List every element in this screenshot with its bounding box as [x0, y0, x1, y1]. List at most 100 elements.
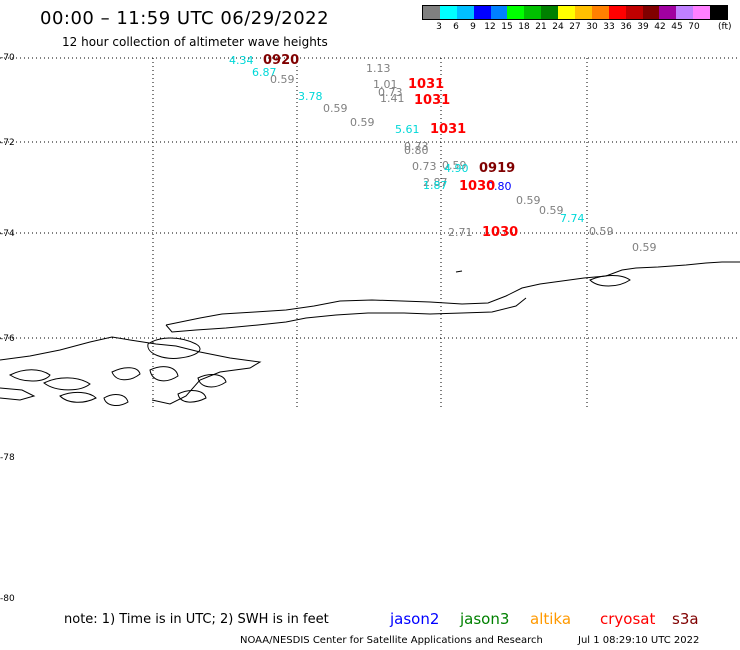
color-scale-tick: 27 — [569, 22, 581, 32]
color-scale-tick: 12 — [484, 22, 496, 32]
ice-shelf-edge — [165, 261, 740, 326]
island-outline — [0, 387, 36, 401]
swh-value: 0.73 — [412, 160, 437, 173]
island-outline — [111, 367, 141, 381]
swh-value: 0.80 — [404, 144, 429, 157]
swh-value: 0.59 — [270, 73, 295, 86]
swh-value: 0.59 — [442, 159, 467, 172]
swh-value: 2.87 — [423, 176, 448, 189]
pass-time: 0919 — [479, 161, 515, 176]
satellite-legend-altika: altika — [530, 610, 572, 628]
color-swatch — [625, 6, 643, 19]
pass-time: 1031 — [430, 122, 466, 137]
swh-value: 0.59 — [323, 102, 348, 115]
latitude-label: -74 — [0, 229, 15, 239]
color-swatch — [423, 6, 440, 19]
color-scale-tick: 6 — [453, 22, 459, 32]
color-swatch — [507, 6, 525, 19]
color-scale-tick: 33 — [603, 22, 615, 32]
swh-value: 1.87 — [423, 179, 448, 192]
island-outline — [103, 394, 129, 406]
graticule — [0, 57, 740, 408]
color-swatch — [642, 6, 660, 19]
swh-value: 6.87 — [252, 66, 277, 79]
color-scale-tick: 15 — [501, 22, 513, 32]
swh-value: 0.59 — [516, 194, 541, 207]
swh-value: 5.61 — [395, 123, 420, 136]
antarctic-coastline — [0, 261, 740, 406]
swh-value: 0.73 — [378, 86, 403, 99]
latitude-label: -72 — [0, 138, 15, 148]
island-outline — [455, 270, 463, 273]
color-swatch — [541, 6, 559, 19]
swh-value: 4.34 — [229, 54, 254, 67]
color-scale-tick: 21 — [535, 22, 547, 32]
swh-value: 0.80 — [487, 180, 512, 193]
color-scale-tick: 42 — [654, 22, 666, 32]
color-scale-tick: 70 — [688, 22, 700, 32]
swh-value: 1.01 — [373, 78, 398, 91]
island-outline — [8, 369, 51, 382]
latitude-label: -70 — [0, 53, 15, 63]
pass-time: 1031 — [414, 93, 450, 108]
island-outline — [147, 337, 201, 359]
wave-height-observations: 4.346.870.593.780.590.591.131.010.731.41… — [229, 54, 657, 254]
swh-value: 4.90 — [444, 162, 469, 175]
island-outline — [589, 275, 631, 287]
swh-value: 7.74 — [560, 212, 585, 225]
color-swatch — [659, 6, 677, 19]
color-scale-tick: 9 — [470, 22, 476, 32]
coast-segment — [0, 336, 262, 405]
swh-value: 0.59 — [350, 116, 375, 129]
color-swatch — [558, 6, 576, 19]
satellite-legend-cryosat: cryosat — [600, 610, 656, 628]
island-outline — [149, 366, 179, 382]
island-outline — [197, 374, 227, 388]
color-scale-tick: 30 — [586, 22, 598, 32]
latitude-label: -80 — [0, 594, 15, 604]
color-swatch — [693, 6, 711, 19]
color-swatch — [473, 6, 491, 19]
color-swatch — [456, 6, 474, 19]
color-swatch — [710, 6, 728, 19]
color-scale-tick: 18 — [518, 22, 530, 32]
island-outline — [177, 390, 207, 403]
color-swatch — [608, 6, 626, 19]
color-swatch — [591, 6, 609, 19]
footer-note: note: 1) Time is in UTC; 2) SWH is in fe… — [64, 612, 329, 627]
map-subtitle: 12 hour collection of altimeter wave hei… — [62, 35, 328, 49]
swh-value: 0.59 — [539, 204, 564, 217]
color-scale-unit: (ft) — [718, 22, 732, 32]
satellite-legend-s3a: s3a — [672, 610, 699, 628]
footer-timestamp: Jul 1 08:29:10 UTC 2022 — [578, 635, 700, 646]
swh-value: 2.71 — [448, 226, 473, 239]
swh-value: 0.73 — [404, 140, 429, 153]
satellite-legend-jason3: jason3 — [460, 610, 510, 628]
color-scale-tick: 36 — [620, 22, 632, 32]
color-swatch — [439, 6, 457, 19]
color-swatch — [490, 6, 508, 19]
coast-segment — [165, 297, 527, 333]
swh-value: 0.59 — [589, 225, 614, 238]
color-scale-tick: 39 — [637, 22, 649, 32]
color-swatch — [575, 6, 592, 19]
island-outline — [43, 377, 91, 391]
pass-time: 1030 — [459, 179, 495, 194]
swh-value: 1.13 — [366, 62, 391, 75]
swh-value: 0.59 — [632, 241, 657, 254]
swh-value: 1.41 — [380, 92, 405, 105]
pass-time: 0920 — [263, 53, 299, 68]
map-title: 00:00 – 11:59 UTC 06/29/2022 — [40, 8, 330, 29]
wave-height-map: -70-72-74-76-78-80 -150-147-144-141-138-… — [0, 53, 740, 604]
latitude-label: -78 — [0, 453, 15, 463]
color-scale-ticks: 3 6 9 12 15 18 21 24 27 30 33 36 39 42 45 70 — [422, 22, 728, 34]
color-scale-tick: 3 — [436, 22, 442, 32]
color-scale-tick: 24 — [552, 22, 564, 32]
color-scale-bar — [422, 5, 728, 20]
satellite-legend-jason2: jason2 — [390, 610, 440, 628]
latitude-labels: -70 -72 -74 -76 -78 -80 — [0, 53, 15, 604]
footer-credit: NOAA/NESDIS Center for Satellite Applica… — [240, 635, 543, 646]
latitude-label: -76 — [0, 334, 15, 344]
color-swatch — [676, 6, 694, 19]
